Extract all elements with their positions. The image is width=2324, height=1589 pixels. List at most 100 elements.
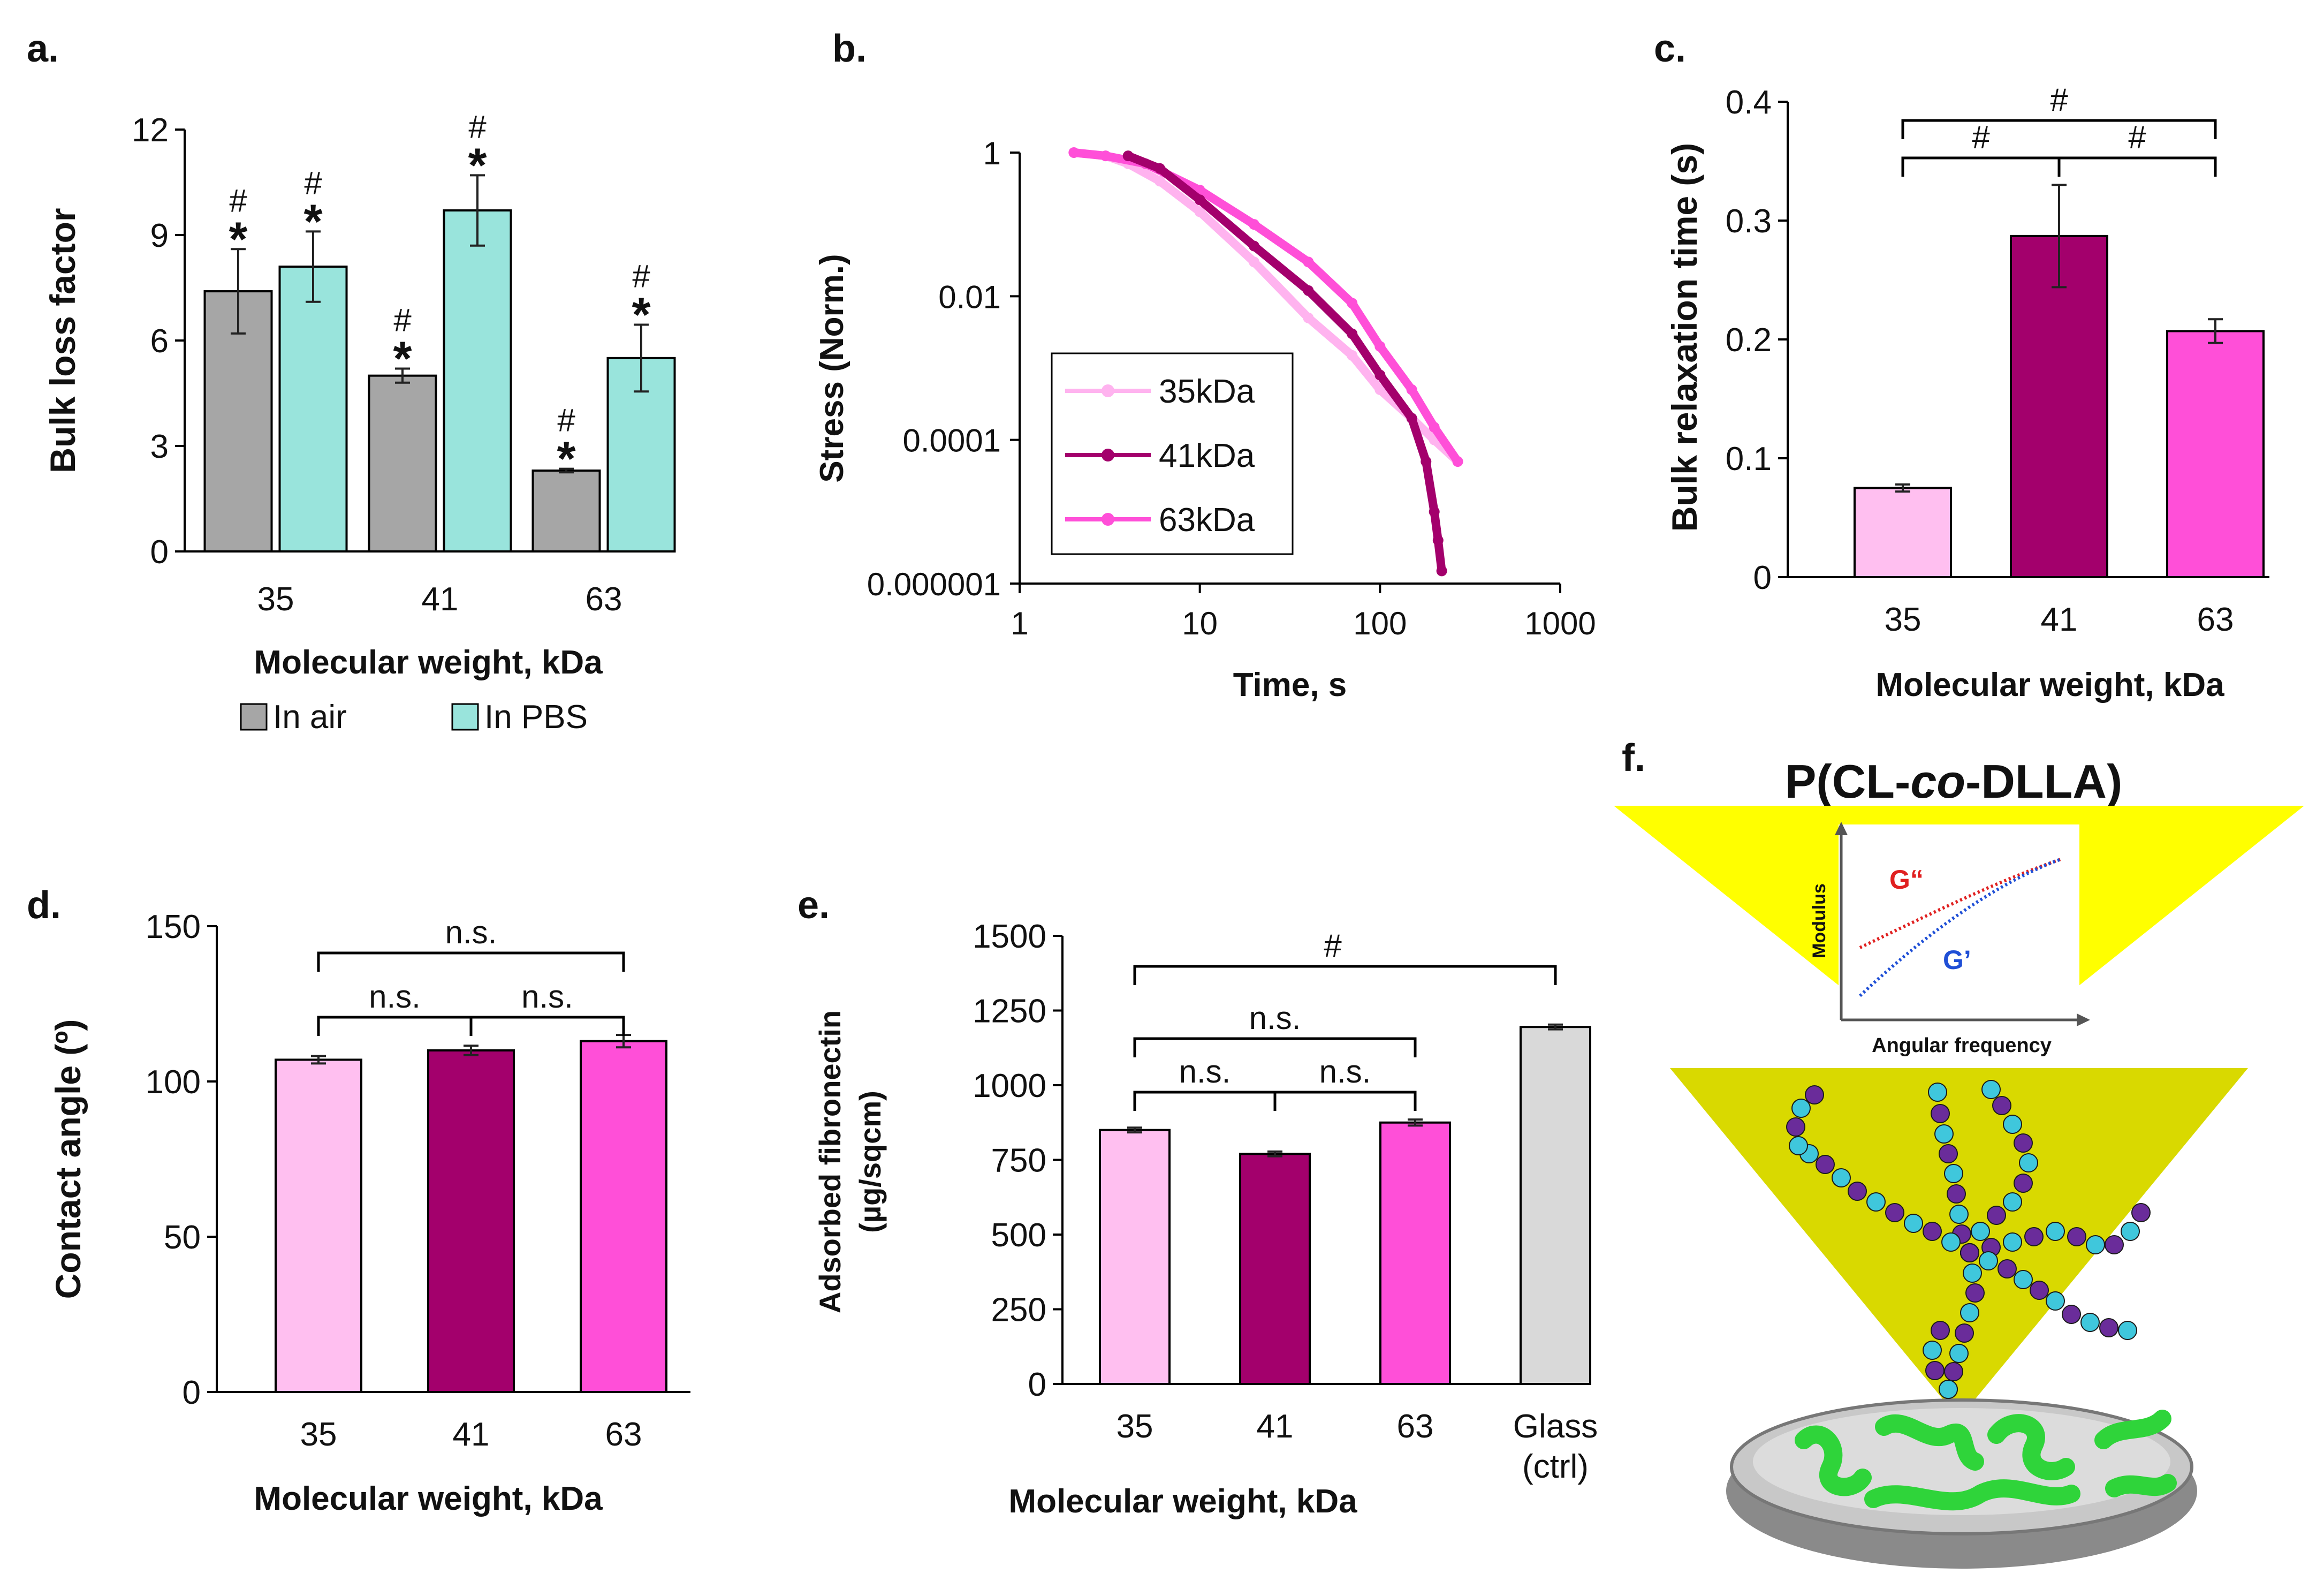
e-y-axis-title-line2: (µg/sqcm) [853, 1091, 887, 1233]
f-bead [1939, 1144, 1958, 1163]
f-bead [2118, 1321, 2137, 1340]
e-y-tick-label: 1000 [973, 1068, 1046, 1104]
b-data-point [1249, 240, 1260, 252]
a-star-annotation: * [557, 433, 575, 486]
b-x-tick-label: 1000 [1524, 606, 1596, 641]
f-bead [2014, 1133, 2033, 1153]
e-y-tick-label: 500 [991, 1217, 1046, 1254]
f-gel-strand [2094, 1410, 2171, 1449]
f-bead [1786, 1117, 1805, 1137]
f-bead [1992, 1096, 2011, 1115]
a-x-tick-label: 63 [586, 581, 622, 618]
d-y-tick-label: 150 [146, 909, 201, 945]
d-x-tick-label: 41 [453, 1416, 490, 1453]
f-modulus-inset: G“ G’ Modulus Angular frequency [1809, 822, 2090, 1076]
b-legend-label: 35kDa [1159, 373, 1255, 410]
a-bar [443, 209, 512, 553]
b-data-point [1249, 219, 1260, 230]
b-data-point [1347, 298, 1358, 309]
d-significance-bracket: n.s. [469, 979, 625, 1036]
b-data-point [1068, 147, 1080, 158]
f-bead [1971, 1222, 1990, 1241]
b-data-point [1374, 384, 1386, 395]
b-legend-marker [1102, 513, 1114, 526]
panel-e: e. 0 250 500 750 1000 1250 1500 35 41 63 Glass(ct… [798, 884, 1598, 1520]
f-bead [1931, 1104, 1950, 1123]
f-bead [1941, 1232, 1961, 1252]
b-data-point [1347, 350, 1358, 361]
f-bead [1955, 1323, 1974, 1343]
c-y-tick-label: 0 [1753, 559, 1772, 596]
f-bead [2046, 1291, 2065, 1311]
c-y-axis-title: Bulk relaxation time (s) [1665, 143, 1704, 532]
a-hash-annotation: # [393, 302, 412, 338]
panel-c: c. 0 0.1 0.2 0.3 0.4 35 41 63 # # # Bulk relaxat… [1654, 27, 2269, 703]
a-y-axis-title: Bulk loss factor [43, 208, 82, 473]
c-y-tick-label: 0.4 [1726, 84, 1772, 121]
a-y-tick-label: 3 [150, 428, 169, 465]
f-bead [1832, 1168, 1851, 1187]
a-x-tick-label: 41 [422, 581, 459, 618]
b-x-tick-label: 100 [1353, 606, 1407, 641]
e-x-tick-label: Glass [1513, 1408, 1598, 1445]
f-gel-strand [1875, 1414, 1984, 1471]
e-x-axis-title: Molecular weight, kDa [1008, 1483, 1357, 1520]
e-bracket-label: n.s. [1319, 1054, 1371, 1089]
b-data-point [1122, 150, 1134, 162]
e-bracket-line [1133, 1091, 1277, 1111]
f-bead [1931, 1321, 1950, 1340]
b-x-tick-label: 1 [1011, 606, 1028, 641]
a-hash-annotation: # [557, 403, 575, 438]
d-bar [580, 1040, 667, 1393]
b-x-axis-title: Time, s [1233, 667, 1347, 703]
c-y-tick-label: 0.1 [1726, 441, 1772, 478]
a-x-axis-title: Molecular weight, kDa [254, 644, 603, 681]
a-y-tick-label: 0 [150, 534, 169, 571]
b-data-point [1436, 565, 1447, 577]
e-bracket-label: # [1324, 928, 1342, 964]
d-bar [275, 1058, 362, 1393]
e-significance-bracket: # [1133, 928, 1557, 985]
f-gel-strand [1987, 1414, 2075, 1480]
b-legend-label: 63kDa [1159, 502, 1255, 539]
f-inset-x-label: Angular frequency [1872, 1034, 2052, 1057]
e-y-tick-label: 0 [1028, 1366, 1046, 1403]
c-x-axis-title: Molecular weight, kDa [1875, 667, 2224, 703]
b-y-tick-label: 0.01 [938, 279, 1001, 315]
f-bead [1904, 1214, 1923, 1233]
f-inset-y-label: Modulus [1809, 883, 1829, 958]
b-data-point [1194, 194, 1205, 206]
d-bracket-line [317, 951, 625, 972]
f-bead [1960, 1243, 1979, 1262]
e-bar [1520, 1026, 1591, 1385]
b-data-point [1154, 176, 1165, 187]
c-bar [1854, 487, 1952, 578]
f-bead [2062, 1305, 2081, 1324]
b-data-point [1194, 206, 1205, 217]
f-bead [1987, 1206, 2006, 1225]
f-inset-loss-modulus-curve [1859, 858, 2061, 949]
a-legend-swatch-air [240, 703, 268, 731]
b-data-point [1303, 312, 1314, 323]
d-bar [427, 1049, 515, 1393]
b-data-point [1432, 535, 1444, 546]
f-bead [1791, 1099, 1811, 1118]
f-bead [2003, 1115, 2022, 1134]
f-inset-g2-label: G“ [1889, 865, 1924, 895]
f-bead [1949, 1344, 1969, 1363]
e-y-tick-label: 750 [991, 1142, 1046, 1179]
e-significance-bracket: n.s. [1133, 1000, 1417, 1057]
e-bracket-line [1273, 1091, 1417, 1111]
d-y-axis-title: Contact angle (º) [48, 1019, 88, 1299]
c-x-tick-label: 35 [1885, 601, 1922, 638]
e-x-tick-label: 41 [1257, 1408, 1294, 1445]
c-bar [2010, 234, 2108, 578]
panel-a-label: a. [27, 27, 59, 70]
f-bead [1981, 1080, 2001, 1099]
f-bead [1885, 1203, 1904, 1222]
e-bar [1239, 1153, 1311, 1386]
f-bead [1949, 1205, 1969, 1224]
a-legend-swatch-pbs [451, 703, 479, 731]
d-bracket-label: n.s. [521, 979, 573, 1015]
a-bar [203, 290, 273, 553]
